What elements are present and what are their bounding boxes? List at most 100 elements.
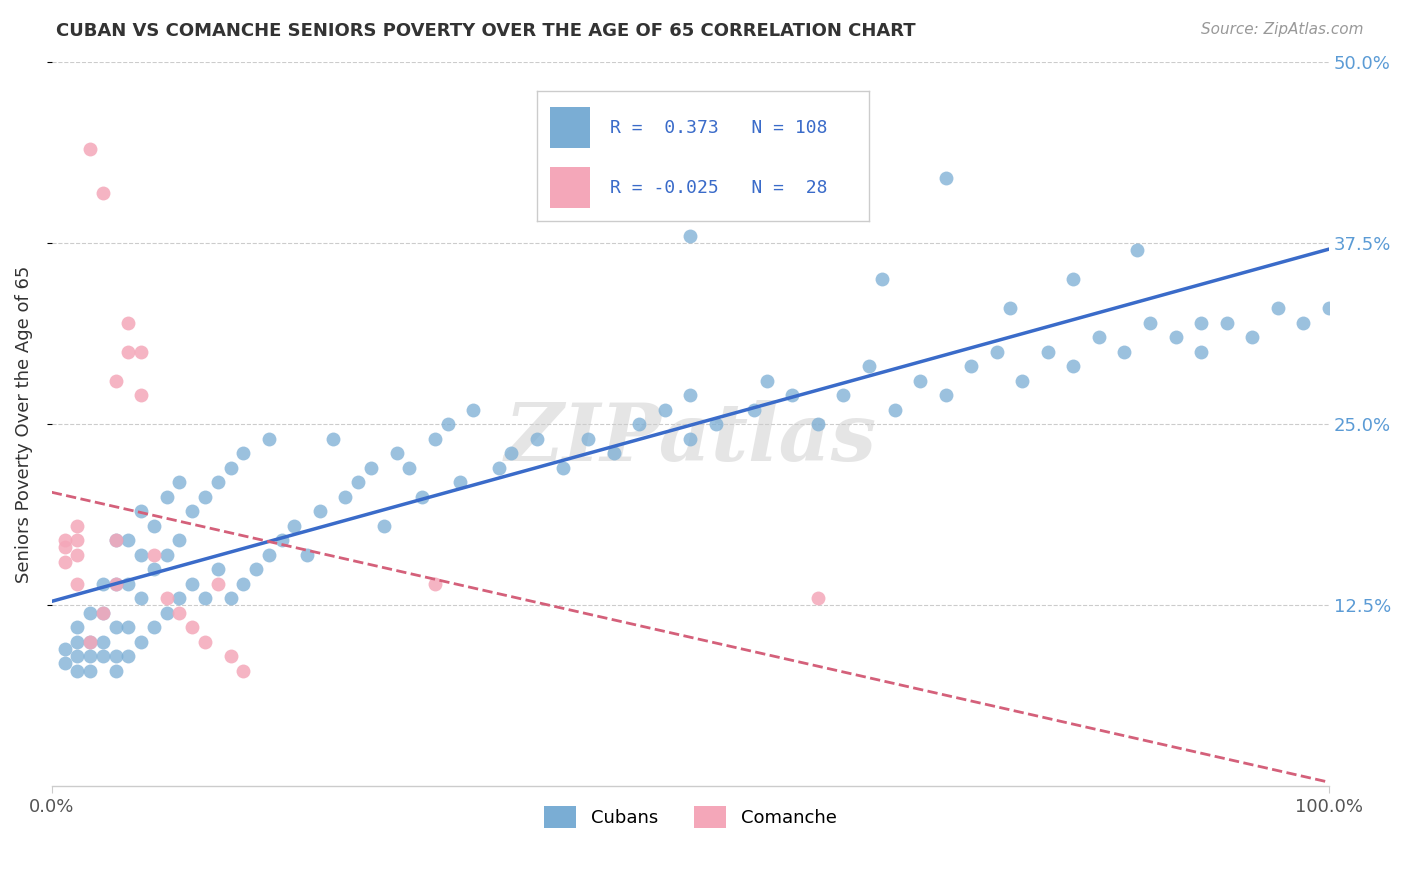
Y-axis label: Seniors Poverty Over the Age of 65: Seniors Poverty Over the Age of 65	[15, 266, 32, 583]
Point	[117, 576, 139, 591]
Point	[1292, 316, 1315, 330]
Text: CUBAN VS COMANCHE SENIORS POVERTY OVER THE AGE OF 65 CORRELATION CHART: CUBAN VS COMANCHE SENIORS POVERTY OVER T…	[56, 22, 915, 40]
Point	[104, 576, 127, 591]
Point	[66, 533, 89, 548]
Point	[181, 576, 204, 591]
Point	[104, 649, 127, 664]
Point	[104, 620, 127, 634]
Point	[411, 490, 433, 504]
Point	[1062, 359, 1084, 374]
Point	[169, 606, 191, 620]
Point	[602, 446, 624, 460]
Point	[53, 533, 76, 548]
Point	[194, 490, 217, 504]
Point	[935, 171, 957, 186]
Point	[66, 620, 89, 634]
Point	[1189, 344, 1212, 359]
Point	[398, 460, 420, 475]
Point	[117, 649, 139, 664]
Point	[66, 518, 89, 533]
Point	[807, 591, 830, 606]
Point	[219, 460, 242, 475]
Point	[91, 186, 114, 200]
Point	[960, 359, 983, 374]
Point	[142, 562, 165, 576]
Point	[998, 301, 1021, 316]
Point	[129, 548, 152, 562]
Point	[129, 591, 152, 606]
Point	[181, 504, 204, 518]
Point	[169, 533, 191, 548]
Point	[423, 432, 446, 446]
Point	[1088, 330, 1111, 344]
Point	[117, 316, 139, 330]
Point	[91, 576, 114, 591]
Point	[91, 649, 114, 664]
Point	[1062, 272, 1084, 286]
Point	[742, 402, 765, 417]
Point	[142, 518, 165, 533]
Point	[53, 555, 76, 569]
Point	[870, 272, 893, 286]
Point	[53, 657, 76, 671]
Point	[755, 374, 778, 388]
Point	[79, 664, 101, 678]
Point	[1114, 344, 1136, 359]
Point	[463, 402, 485, 417]
Point	[883, 402, 905, 417]
Point	[91, 606, 114, 620]
Point	[1317, 301, 1340, 316]
Point	[295, 548, 318, 562]
Point	[551, 460, 574, 475]
Point	[501, 446, 523, 460]
Text: Source: ZipAtlas.com: Source: ZipAtlas.com	[1201, 22, 1364, 37]
Point	[1036, 344, 1059, 359]
Point	[194, 591, 217, 606]
Point	[207, 576, 229, 591]
Point	[156, 548, 179, 562]
Point	[66, 664, 89, 678]
Point	[807, 200, 830, 214]
Point	[104, 576, 127, 591]
Point	[245, 562, 267, 576]
Point	[322, 432, 344, 446]
Point	[679, 229, 702, 244]
Point	[576, 432, 599, 446]
Point	[117, 344, 139, 359]
Point	[79, 634, 101, 648]
Point	[53, 541, 76, 555]
Point	[181, 620, 204, 634]
Point	[79, 649, 101, 664]
Point	[858, 359, 880, 374]
Point	[986, 344, 1008, 359]
Point	[1164, 330, 1187, 344]
Point	[309, 504, 332, 518]
Point	[79, 142, 101, 156]
Point	[270, 533, 292, 548]
Point	[832, 388, 855, 402]
Point	[488, 460, 510, 475]
Point	[1126, 244, 1149, 258]
Point	[91, 606, 114, 620]
Point	[373, 518, 395, 533]
Point	[1241, 330, 1264, 344]
Point	[385, 446, 408, 460]
Point	[257, 432, 280, 446]
Point	[142, 620, 165, 634]
Point	[628, 417, 651, 432]
Point	[207, 562, 229, 576]
Point	[679, 388, 702, 402]
Point	[156, 591, 179, 606]
Point	[91, 634, 114, 648]
Point	[436, 417, 458, 432]
Point	[283, 518, 305, 533]
Point	[232, 576, 254, 591]
Point	[156, 606, 179, 620]
Point	[257, 548, 280, 562]
Point	[782, 388, 804, 402]
Point	[66, 576, 89, 591]
Point	[66, 548, 89, 562]
Point	[104, 533, 127, 548]
Point	[704, 417, 727, 432]
Point	[219, 591, 242, 606]
